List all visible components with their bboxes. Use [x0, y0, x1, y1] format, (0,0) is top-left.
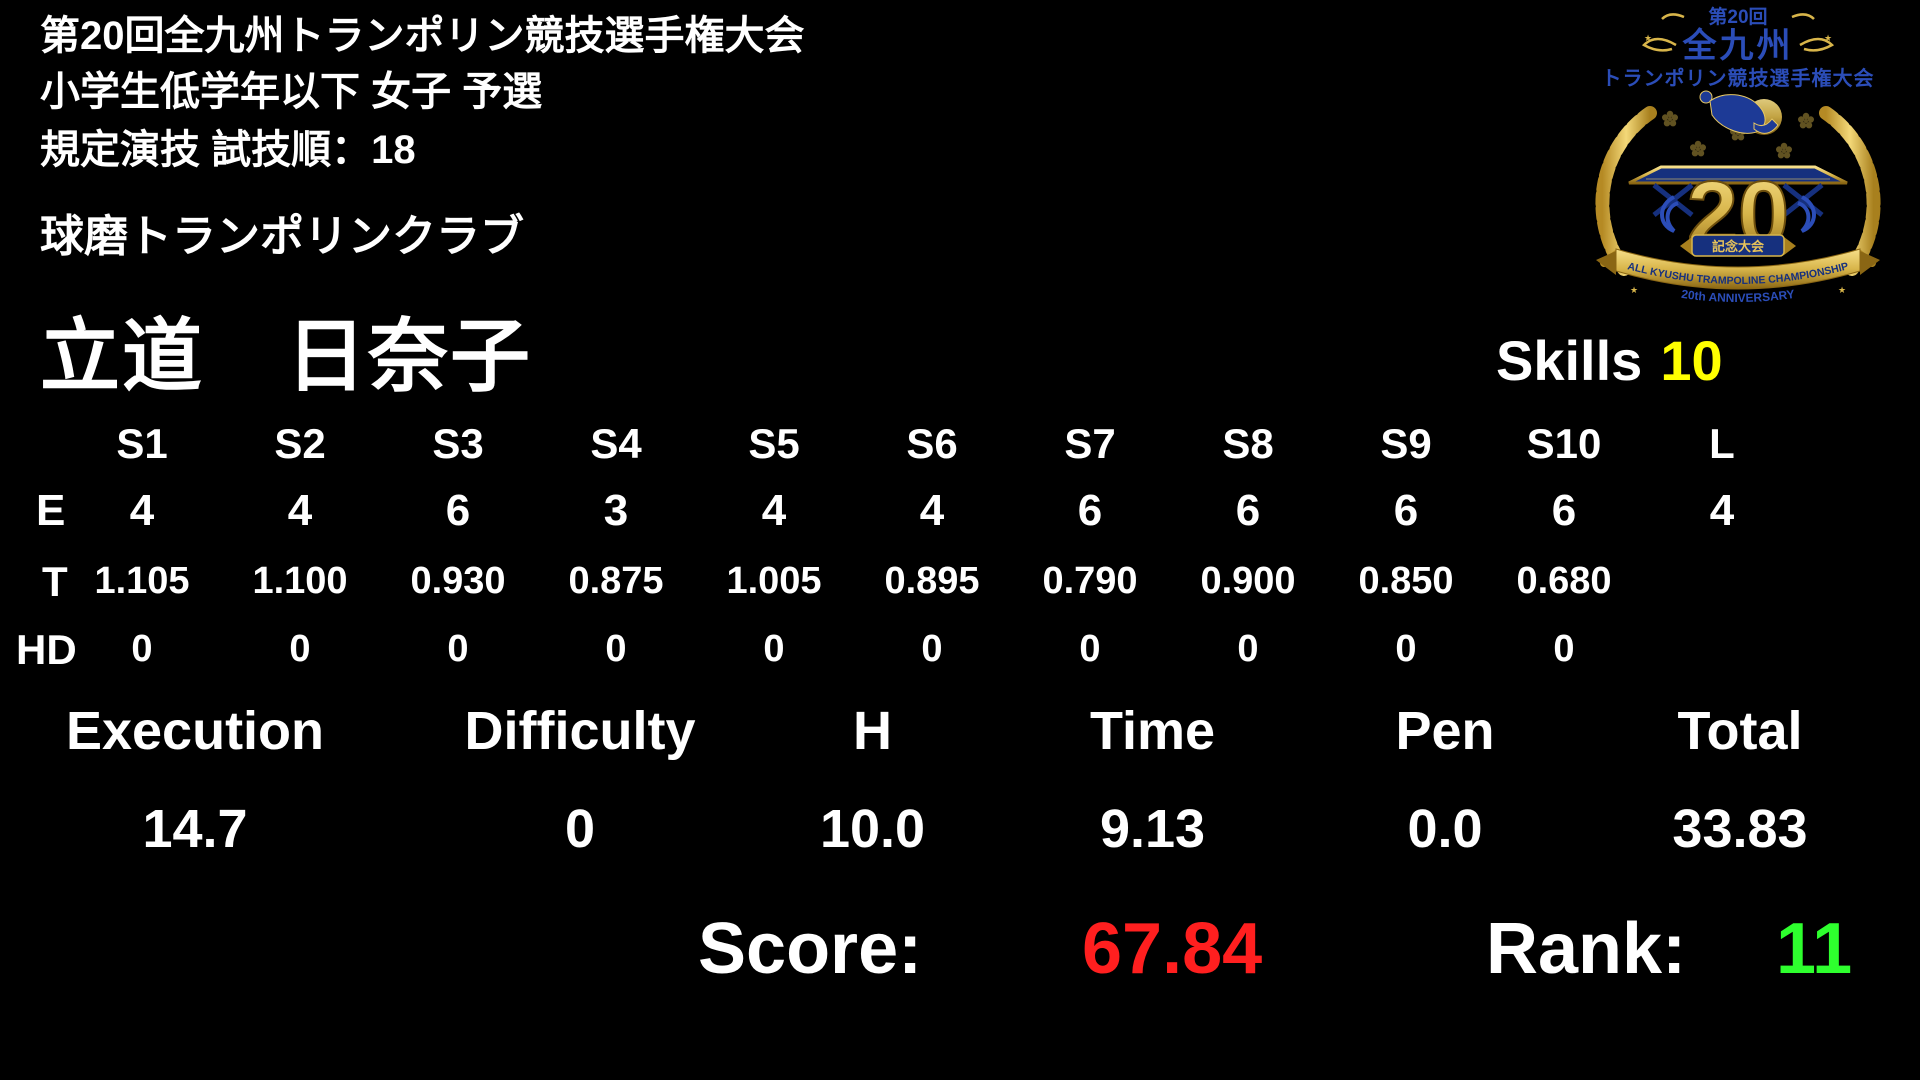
gymnast-graphic: [1699, 90, 1782, 135]
row-label-horizontal-displacement: HD: [16, 626, 77, 673]
e-cell: 4: [129, 486, 155, 535]
e-cell: 6: [1551, 486, 1577, 535]
routine-order-line: 規定演技 試技順：18: [40, 128, 416, 172]
col-header: S5: [748, 420, 800, 467]
summary-value-total: 33.83: [1672, 799, 1808, 859]
col-header: S4: [590, 420, 642, 467]
athlete-name: 立道 日奈子: [40, 312, 532, 401]
summary-value-time: 9.13: [1099, 799, 1206, 859]
logo-region-text: 全九州: [1682, 26, 1794, 65]
t-cell: 0.895: [884, 560, 980, 602]
blue-scroll-ornament: [1660, 195, 1816, 233]
event-title: 第20回全九州トランポリン競技選手権大会: [40, 14, 805, 58]
summary-value-difficulty: 0: [564, 799, 596, 859]
skills-label: Skills: [1496, 329, 1643, 392]
col-header: S6: [906, 420, 958, 467]
championship-banner: ALL KYUSHU TRAMPOLINE CHAMPIONSHIP: [1596, 248, 1880, 290]
t-cell: [1643, 560, 1801, 603]
e-cell: 4: [287, 486, 313, 535]
category-line: 小学生低学年以下 女子 予選: [40, 70, 543, 114]
col-header: L: [1709, 420, 1735, 467]
summary-value-pen: 0.0: [1407, 799, 1483, 859]
t-cell: 0.900: [1200, 560, 1296, 602]
score-label: Score:: [698, 909, 923, 989]
summary-label-h: H: [853, 701, 892, 761]
rank-label: Rank:: [1486, 909, 1687, 989]
table-row-e: 4 4 6 3 4 4 6 6 6 6 4: [63, 486, 1801, 536]
skills-value: 10: [1660, 329, 1723, 392]
t-cell: 0.850: [1358, 560, 1454, 602]
ribbon-label: 記念大会: [1712, 239, 1765, 254]
hd-cell: [1643, 628, 1801, 671]
anniversary-ribbon: 記念大会: [1680, 234, 1796, 257]
svg-text:★: ★: [1644, 33, 1652, 43]
e-cell: 6: [1235, 486, 1261, 535]
hd-cell: 0: [763, 628, 785, 670]
anniversary-text: 20th ANNIVERSARY: [1681, 287, 1796, 305]
star-icon: ★: [1630, 285, 1638, 295]
e-cell: 3: [603, 486, 629, 535]
hd-cell: 0: [921, 628, 943, 670]
rank-value: 11: [1776, 909, 1853, 989]
col-header: S8: [1222, 420, 1274, 467]
t-cell: 0.680: [1516, 560, 1612, 602]
e-cell: 6: [1077, 486, 1103, 535]
row-label-execution: E: [36, 486, 66, 535]
hd-cell: 0: [289, 628, 311, 670]
col-header: S7: [1064, 420, 1116, 467]
trampoline-graphic: [1628, 165, 1848, 217]
col-header: S9: [1380, 420, 1432, 467]
e-cell: 4: [1709, 486, 1735, 535]
e-cell: 6: [1393, 486, 1419, 535]
star-icon: ★: [1838, 285, 1846, 295]
hd-cell: 0: [447, 628, 469, 670]
table-row-t: 1.105 1.100 0.930 0.875 1.005 0.895 0.79…: [63, 560, 1801, 603]
row-label-time: T: [42, 558, 68, 605]
club-name: 球磨トランポリンクラブ: [40, 212, 524, 261]
summary-label-time: Time: [1089, 701, 1216, 761]
championship-logo: 第20回 全九州 トランポリン競技選手権大会 ★ ★: [1595, 5, 1881, 305]
summary-value-execution: 14.7: [142, 799, 248, 859]
skill-column-headers: S1 S2 S3 S4 S5 S6 S7 S8 S9 S10 L: [63, 420, 1801, 468]
t-cell: 1.100: [252, 560, 348, 602]
col-header: S3: [432, 420, 484, 467]
skills-counter: Skills 10: [1496, 328, 1723, 393]
svg-text:★: ★: [1824, 33, 1832, 43]
col-header: S2: [274, 420, 326, 467]
score-value: 67.84: [1082, 909, 1263, 989]
svg-text:20th ANNIVERSARY: 20th ANNIVERSARY: [1681, 287, 1796, 305]
hd-cell: 0: [1237, 628, 1259, 670]
t-cell: 0.875: [568, 560, 664, 602]
table-row-hd: 0 0 0 0 0 0 0 0 0 0: [63, 628, 1801, 671]
summary-label-pen: Pen: [1395, 701, 1495, 761]
e-cell: 4: [761, 486, 787, 535]
hd-cell: 0: [1395, 628, 1417, 670]
summary-label-difficulty: Difficulty: [464, 701, 696, 761]
t-cell: 1.005: [726, 560, 822, 602]
col-header: S10: [1526, 420, 1602, 467]
logo-edition-text: 第20回: [1708, 5, 1767, 28]
flourish-stars: ★ ★: [1644, 33, 1832, 43]
col-header: S1: [116, 420, 168, 467]
hd-cell: 0: [1553, 628, 1575, 670]
e-cell: 6: [445, 486, 471, 535]
hd-cell: 0: [131, 628, 153, 670]
logo-championship-text: トランポリン競技選手権大会: [1602, 66, 1875, 90]
e-cell: 4: [919, 486, 945, 535]
hd-cell: 0: [605, 628, 627, 670]
summary-value-h: 10.0: [819, 799, 926, 859]
anniversary-arc: 20th ANNIVERSARY ★ ★: [1630, 285, 1846, 305]
summary-label-total: Total: [1677, 701, 1803, 761]
summary-label-execution: Execution: [65, 701, 325, 761]
t-cell: 0.790: [1042, 560, 1138, 602]
t-cell: 0.930: [410, 560, 506, 602]
hd-cell: 0: [1079, 628, 1101, 670]
summary-block: Execution Difficulty H Time Pen Total 14…: [0, 700, 1920, 860]
t-cell: 1.105: [94, 560, 190, 602]
gold-flourish: [1641, 13, 1835, 52]
